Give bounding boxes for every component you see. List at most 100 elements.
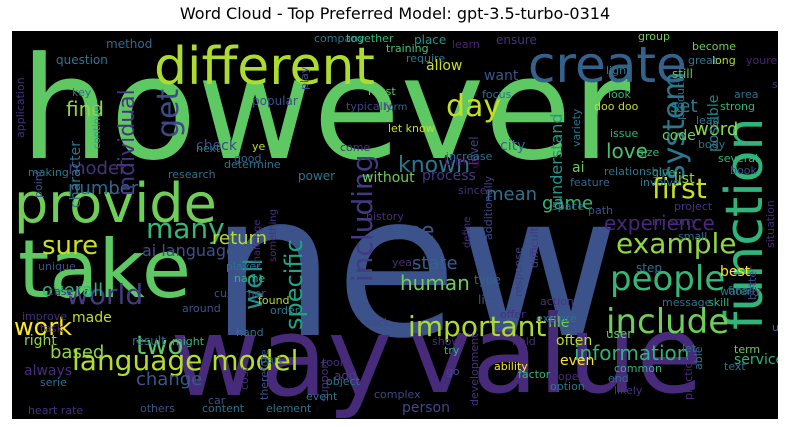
word-still: still bbox=[672, 67, 693, 81]
word-customer: customer bbox=[214, 287, 266, 300]
word-explore: explore bbox=[536, 312, 577, 325]
word-understand: understand bbox=[547, 113, 566, 205]
word-term: term bbox=[734, 343, 760, 356]
word-unique: unique bbox=[38, 260, 76, 273]
word-return: return bbox=[212, 228, 267, 249]
word-always: always bbox=[24, 363, 72, 379]
word-want: want bbox=[484, 68, 519, 84]
word-found: found bbox=[258, 294, 290, 307]
word-see: see bbox=[396, 219, 435, 244]
word-around: around bbox=[182, 302, 221, 315]
word-heart-rate: heart rate bbox=[28, 404, 83, 417]
word-challenge: challenge bbox=[252, 219, 263, 268]
word-world: world bbox=[66, 278, 143, 311]
word-relationship: relationship bbox=[604, 165, 669, 178]
word-element: element bbox=[266, 402, 312, 415]
word-application: application bbox=[14, 77, 27, 138]
word-based: based bbox=[50, 342, 104, 363]
word-play: play bbox=[298, 66, 311, 90]
word-since: since bbox=[458, 184, 487, 197]
word-way: way bbox=[170, 293, 392, 419]
word-end: end bbox=[608, 372, 629, 385]
word-mean: mean bbox=[486, 184, 537, 205]
word-go: go bbox=[446, 365, 460, 378]
word-history: history bbox=[366, 210, 404, 223]
word-language-model: language model bbox=[72, 344, 298, 377]
word-let-know: let know bbox=[388, 122, 435, 135]
word-set: set bbox=[670, 96, 698, 117]
word-question: question bbox=[56, 53, 108, 67]
word-get: get bbox=[151, 89, 186, 139]
word-power: power bbox=[298, 169, 335, 183]
word-hand: hand bbox=[236, 326, 264, 339]
word-check: check bbox=[196, 138, 238, 154]
word-action: action bbox=[540, 295, 574, 308]
word-message: message bbox=[662, 296, 712, 309]
word-next: next bbox=[196, 142, 221, 155]
word-water: water bbox=[720, 285, 752, 298]
word-change: change bbox=[136, 369, 202, 390]
word-making: making bbox=[28, 166, 69, 179]
word-file: file bbox=[548, 315, 569, 331]
word-city: city bbox=[500, 138, 525, 154]
word-company: company bbox=[314, 32, 365, 45]
word-light: light bbox=[606, 64, 631, 77]
word-take: take bbox=[18, 223, 191, 316]
word-point: point bbox=[32, 169, 45, 198]
word-type: type bbox=[474, 273, 501, 287]
word-research: research bbox=[168, 168, 216, 181]
word-ai: ai bbox=[572, 160, 584, 176]
word-back: back bbox=[364, 316, 391, 329]
word-skill: skill bbox=[708, 296, 729, 309]
word-define: define bbox=[462, 217, 473, 248]
word-day: day bbox=[446, 89, 501, 124]
word-important: important bbox=[408, 310, 546, 343]
word-function: function bbox=[715, 118, 775, 330]
word-part: part bbox=[260, 353, 283, 366]
word-including: including bbox=[346, 154, 379, 282]
word-learn: learn bbox=[452, 38, 480, 51]
word-common: common bbox=[614, 362, 662, 375]
word-add: add bbox=[334, 369, 357, 383]
word-provide: provide bbox=[14, 172, 217, 235]
word-best: best bbox=[720, 264, 751, 280]
word-known: known bbox=[398, 153, 470, 178]
word-therefore: therefore bbox=[258, 349, 271, 400]
word-must: must bbox=[368, 85, 396, 98]
word-finally: finally bbox=[728, 284, 762, 297]
word-group: group bbox=[638, 31, 670, 43]
word-cost: cost bbox=[238, 366, 251, 390]
word-complex: complex bbox=[374, 388, 421, 401]
word-factor: factor bbox=[518, 368, 551, 381]
word-focus: focus bbox=[482, 88, 512, 101]
word-look: look bbox=[608, 88, 632, 101]
word-situation: situation bbox=[764, 200, 777, 248]
word-strong: strong bbox=[772, 78, 778, 91]
word-good: good bbox=[234, 152, 261, 165]
word-ye: ye bbox=[252, 140, 266, 153]
word-different: different bbox=[154, 37, 375, 97]
word-overall: overall bbox=[42, 280, 103, 301]
word-game: game bbox=[542, 193, 593, 214]
word-love: love bbox=[606, 139, 648, 163]
word-likely: likely bbox=[614, 384, 643, 397]
word-find: find bbox=[66, 97, 104, 121]
word-level: level bbox=[467, 136, 481, 165]
word-state: state bbox=[412, 253, 458, 274]
word-people: people bbox=[610, 259, 725, 299]
word-variety: variety bbox=[570, 108, 583, 147]
word-size: size bbox=[638, 146, 660, 159]
word-issue: issue bbox=[610, 127, 638, 140]
word-information: information bbox=[574, 341, 689, 365]
word-better: better bbox=[746, 266, 759, 300]
word-come: come bbox=[340, 141, 370, 154]
word-path: path bbox=[588, 204, 613, 217]
word-allow: allow bbox=[426, 58, 462, 74]
word-become: become bbox=[692, 40, 736, 53]
word-ability: ability bbox=[494, 360, 528, 373]
word-response: response bbox=[512, 247, 525, 297]
word-development: development bbox=[468, 333, 481, 406]
word-difficult: difficult bbox=[528, 226, 541, 268]
word-might: might bbox=[172, 335, 205, 348]
word-create: create bbox=[528, 36, 687, 94]
